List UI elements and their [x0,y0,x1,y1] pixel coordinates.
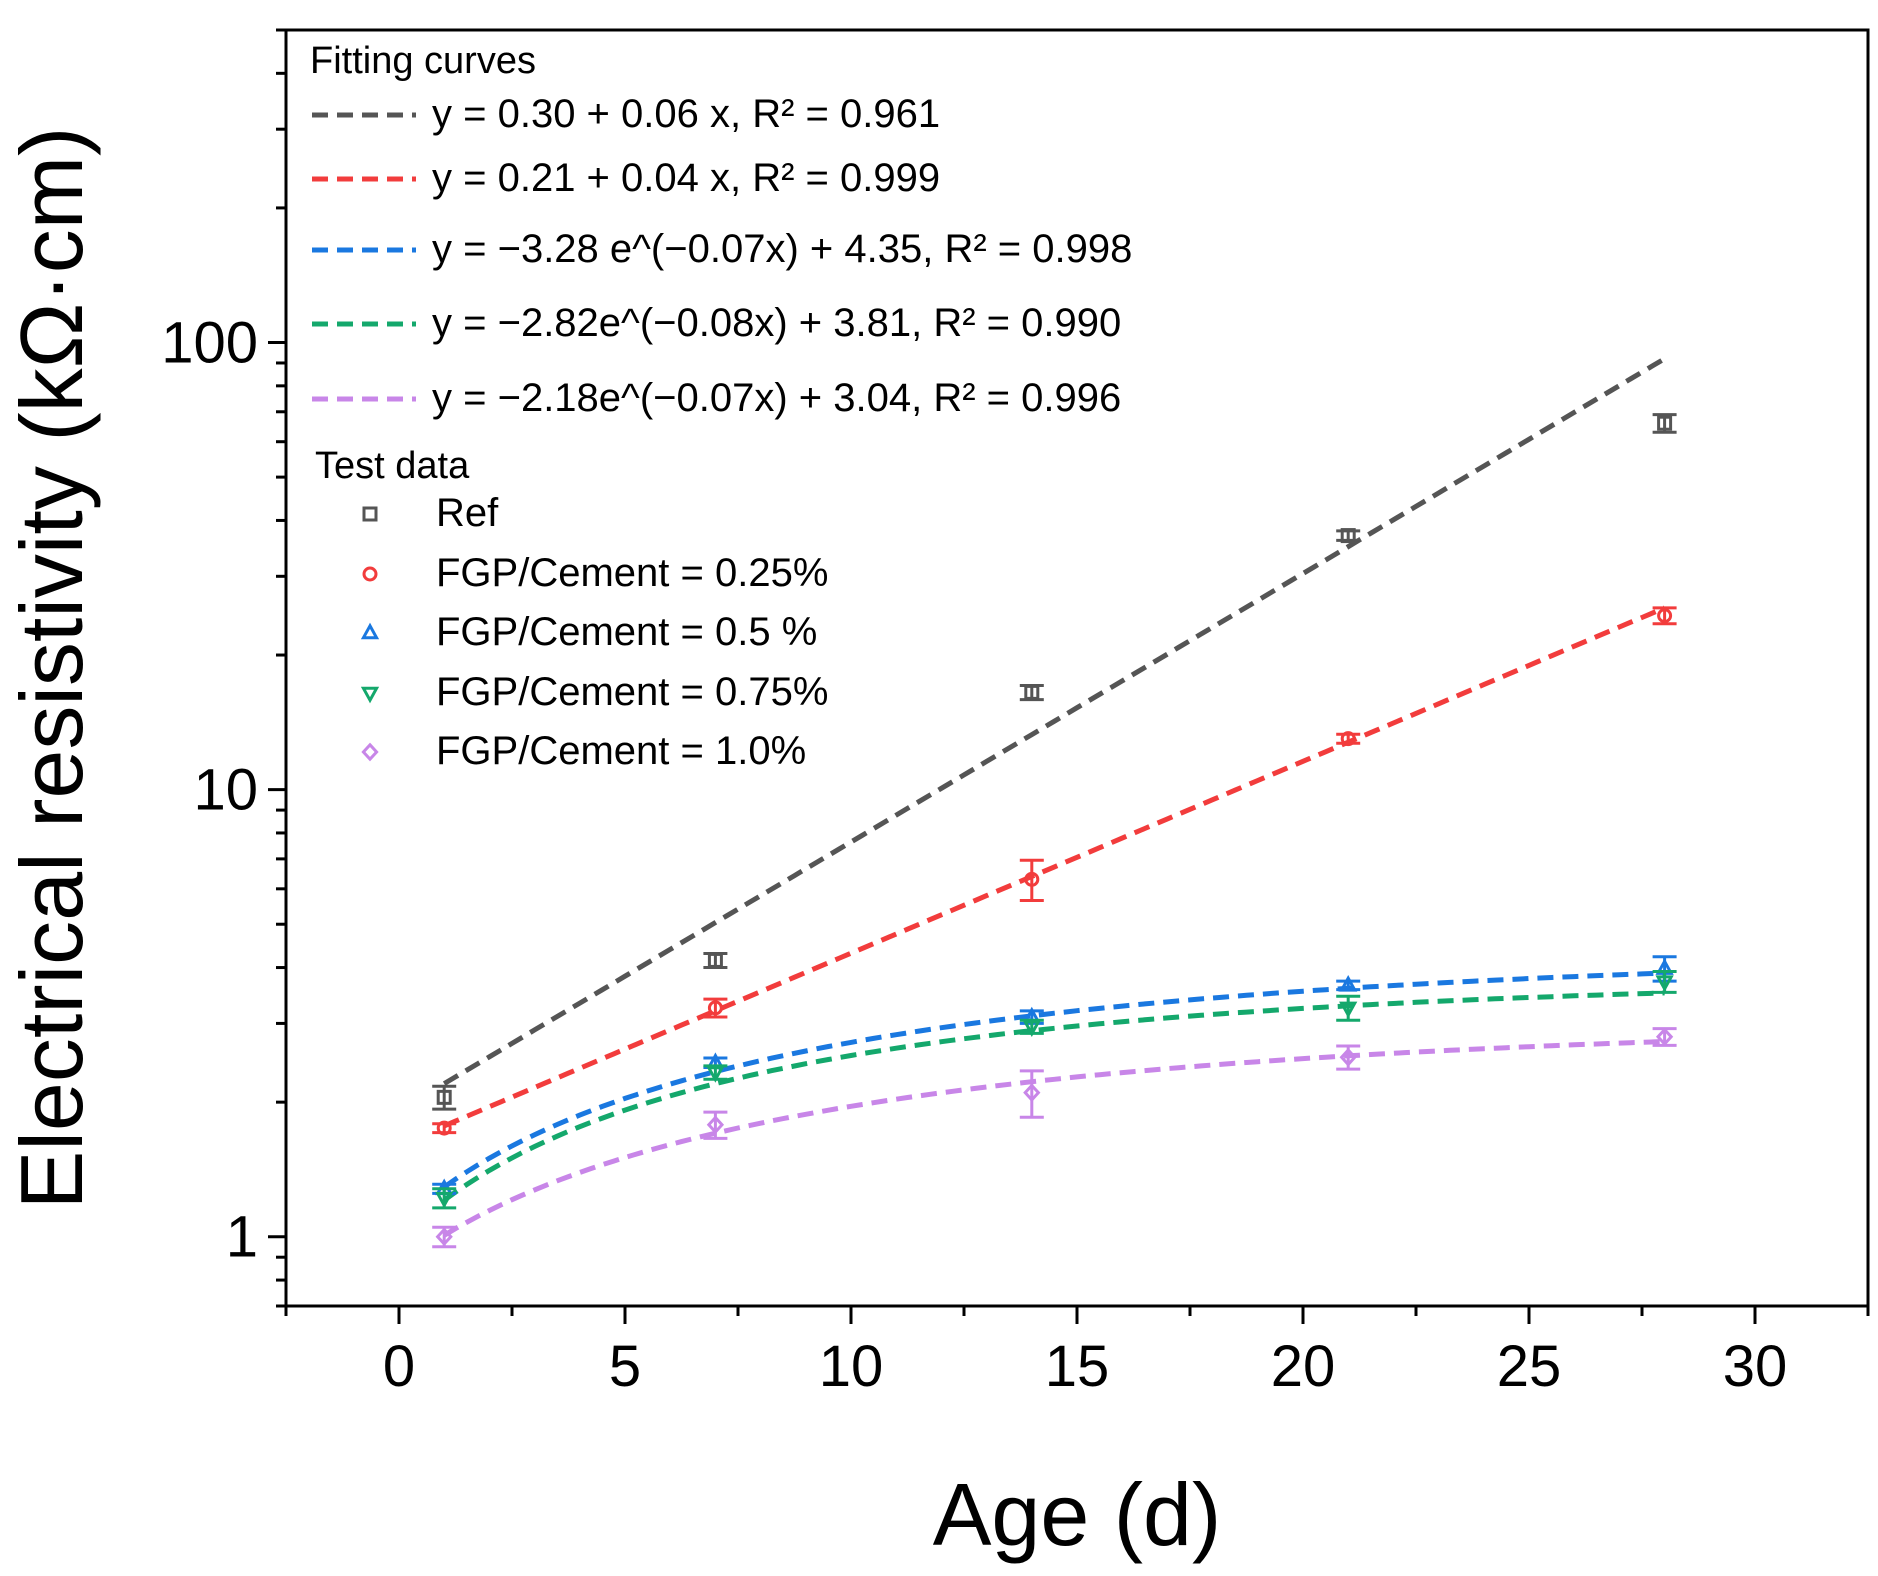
data-point [1339,975,1358,992]
legend-series-label: FGP/Cement = 0.75% [436,670,828,714]
legend-fit-label: y = 0.21 + 0.04 x, R² = 0.999 [432,156,940,200]
legend: Fitting curves y = 0.30 + 0.06 x, R² = 0.… [310,40,1132,773]
data-point [1024,871,1040,887]
data-point [707,952,723,968]
y-tick-label: 10 [193,758,258,823]
legend-marker [360,622,380,640]
x-tick-label: 25 [1497,1334,1562,1399]
data-point [1339,1047,1357,1067]
legend-marker [362,566,378,582]
legend-marker [362,506,378,522]
x-tick-label: 5 [609,1334,641,1399]
legend-series-label: FGP/Cement = 0.25% [436,551,828,595]
data-point [1022,1020,1041,1037]
x-tick-label: 0 [383,1334,415,1399]
legend-marker [361,742,379,762]
legend-marker [360,686,380,704]
data-point [1657,608,1673,624]
data-point [1657,415,1673,431]
data-point [1655,975,1674,992]
legend-series-label: FGP/Cement = 0.5 % [436,610,817,654]
fit-curves [442,356,1666,1238]
legend-fit-label: y = −3.28 e^(−0.07x) + 4.35, R² = 0.998 [432,227,1132,271]
data-point [1655,1027,1674,1047]
data-point [706,1115,725,1135]
data-point [1024,684,1040,700]
data-point [1340,528,1356,544]
axes: 0 5 10 15 20 25 30 1 10 100 Age (d) Electrical resi… [2,28,1870,1564]
legend-fit-label: y = 0.30 + 0.06 x, R² = 0.961 [432,92,940,136]
x-axis-title: Age (d) [933,1465,1222,1564]
data-series [432,413,1677,1249]
data-point [706,1066,725,1083]
legend-series-label: Ref [436,491,499,535]
fit-line [442,970,1665,1190]
y-tick-label: 100 [161,311,258,376]
legend-test-header: Test data [315,445,470,487]
legend-series-label: FGP/Cement = 1.0% [436,729,806,773]
data-point [436,1089,452,1105]
fit-line [442,1039,1665,1238]
legend-fitting-header: Fitting curves [310,40,536,82]
x-tick-label: 30 [1723,1334,1788,1399]
x-tick-label: 20 [1271,1334,1336,1399]
data-point [707,1000,723,1016]
data-point [1023,1083,1041,1103]
y-tick-label: 1 [226,1205,258,1270]
legend-fit-label: y = −2.18e^(−0.07x) + 3.04, R² = 0.996 [432,376,1121,420]
y-axis-title: Electrical resistivity (kΩ·cm) [2,127,101,1210]
data-point [1339,1001,1358,1019]
fit-line [443,605,1666,1129]
legend-fit-label: y = −2.82e^(−0.08x) + 3.81, R² = 0.990 [432,301,1121,345]
data-point [435,1191,454,1209]
data-point [1340,731,1356,747]
fit-line [442,356,1666,1086]
x-tick-label: 15 [1045,1334,1110,1399]
fit-line [442,990,1665,1203]
data-point [435,1227,453,1247]
data-point [436,1120,452,1136]
x-tick-label: 10 [819,1334,884,1399]
